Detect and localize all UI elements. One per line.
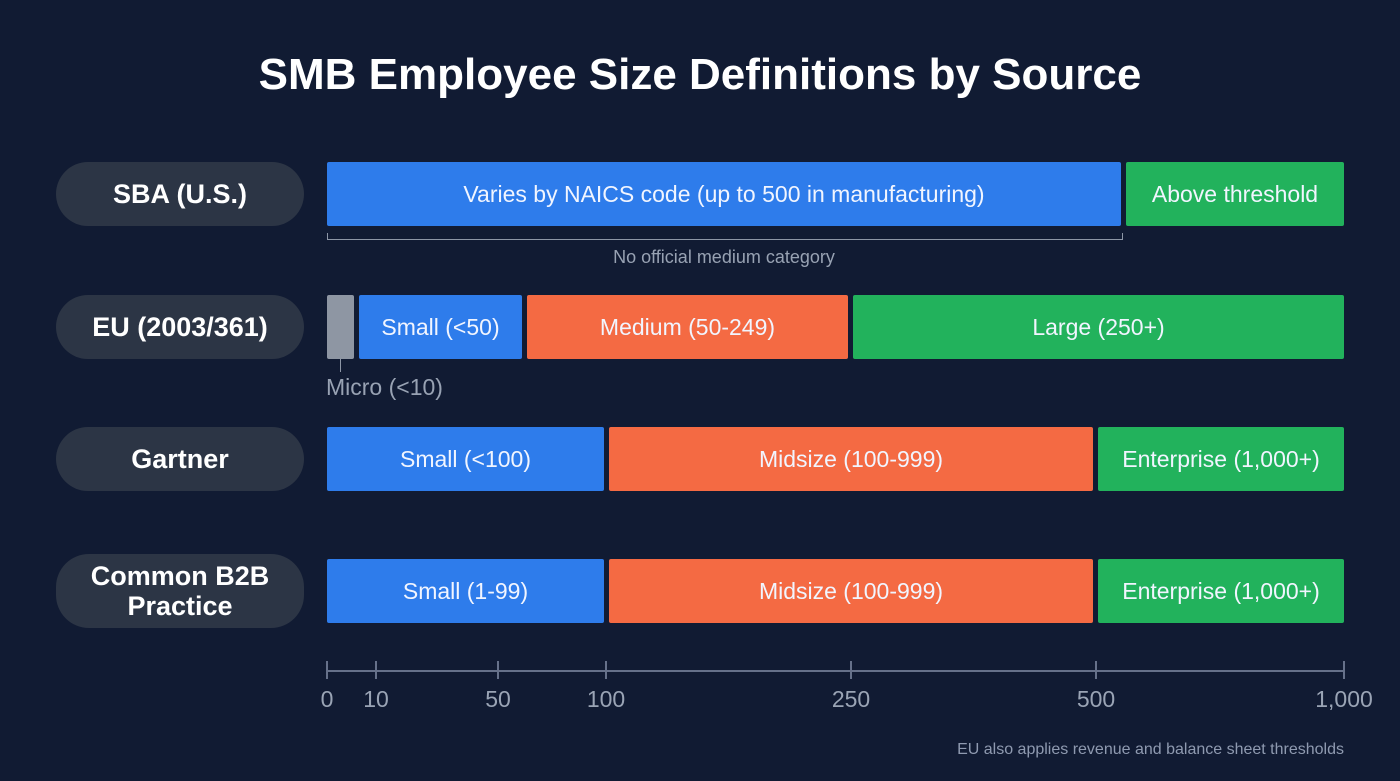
row-label-line1: Common B2B bbox=[90, 561, 270, 591]
tick-100 bbox=[605, 661, 607, 679]
row-label-common-b2b: Common B2B Practice bbox=[56, 554, 304, 628]
micro-leader-line bbox=[340, 359, 341, 372]
sba-note: No official medium category bbox=[613, 247, 835, 267]
tick-label-1000: 1,000 bbox=[1315, 686, 1373, 712]
tick-1000 bbox=[1343, 661, 1345, 679]
tick-label-500: 500 bbox=[1076, 686, 1116, 712]
segment-b2b-enterprise: Enterprise (1,000+) bbox=[1098, 559, 1344, 623]
segment-gartner-enterprise: Enterprise (1,000+) bbox=[1098, 427, 1344, 491]
segment-b2b-midsize: Midsize (100-999) bbox=[609, 559, 1093, 623]
segment-eu-large: Large (250+) bbox=[853, 295, 1344, 359]
segment-eu-small: Small (<50) bbox=[359, 295, 522, 359]
tick-label-50: 50 bbox=[485, 686, 511, 712]
tick-label-100: 100 bbox=[586, 686, 626, 712]
row-label-gartner: Gartner bbox=[56, 427, 304, 491]
tick-250 bbox=[850, 661, 852, 679]
eu-micro-note: Micro (<10) bbox=[326, 374, 443, 400]
chart-title: SMB Employee Size Definitions by Source bbox=[258, 50, 1142, 99]
tick-10 bbox=[375, 661, 377, 679]
segment-eu-micro bbox=[327, 295, 354, 359]
segment-gartner-midsize: Midsize (100-999) bbox=[609, 427, 1093, 491]
segment-gartner-small: Small (<100) bbox=[327, 427, 604, 491]
segment-b2b-small: Small (1-99) bbox=[327, 559, 604, 623]
segment-eu-medium: Medium (50-249) bbox=[527, 295, 848, 359]
segment-sba-varies: Varies by NAICS code (up to 500 in manuf… bbox=[327, 162, 1121, 226]
x-axis-line bbox=[327, 670, 1344, 672]
tick-50 bbox=[497, 661, 499, 679]
tick-label-10: 10 bbox=[363, 686, 389, 712]
row-label-line2: Practice bbox=[127, 591, 233, 621]
tick-500 bbox=[1095, 661, 1097, 679]
tick-0 bbox=[326, 661, 328, 679]
segment-sba-above: Above threshold bbox=[1126, 162, 1344, 226]
tick-label-250: 250 bbox=[831, 686, 871, 712]
tick-label-0: 0 bbox=[320, 686, 334, 712]
row-label-eu: EU (2003/361) bbox=[56, 295, 304, 359]
footnote: EU also applies revenue and balance shee… bbox=[957, 741, 1344, 758]
row-label-sba: SBA (U.S.) bbox=[56, 162, 304, 226]
sba-bracket bbox=[327, 233, 1123, 240]
